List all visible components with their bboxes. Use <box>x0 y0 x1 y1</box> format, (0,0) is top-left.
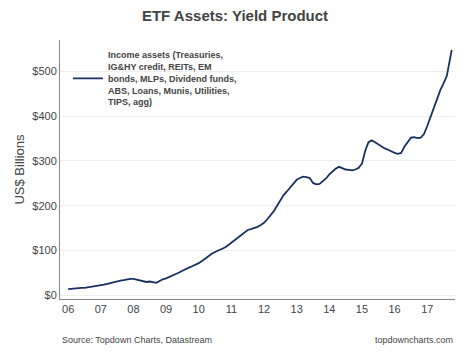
svg-text:15: 15 <box>356 303 368 315</box>
svg-text:Income assets (Treasuries,IG&H: Income assets (Treasuries,IG&HY credit, … <box>108 50 237 107</box>
svg-text:14: 14 <box>323 303 335 315</box>
svg-text:$300: $300 <box>32 155 56 167</box>
svg-text:$500: $500 <box>32 65 56 77</box>
svg-text:09: 09 <box>160 303 172 315</box>
svg-text:07: 07 <box>95 303 107 315</box>
svg-text:10: 10 <box>193 303 205 315</box>
svg-text:$0: $0 <box>45 289 57 301</box>
svg-text:topdowncharts.com: topdowncharts.com <box>375 335 453 345</box>
svg-text:$200: $200 <box>32 200 56 212</box>
svg-text:Source: Topdown Charts, Datast: Source: Topdown Charts, Datastream <box>62 335 212 345</box>
svg-text:17: 17 <box>421 303 433 315</box>
svg-text:11: 11 <box>226 303 237 315</box>
svg-text:$100: $100 <box>32 244 56 256</box>
svg-text:ETF Assets: Yield Product: ETF Assets: Yield Product <box>142 7 328 24</box>
svg-text:16: 16 <box>388 303 400 315</box>
svg-text:$400: $400 <box>32 110 56 122</box>
svg-text:12: 12 <box>258 303 270 315</box>
svg-text:US$ Billions: US$ Billions <box>12 134 27 205</box>
svg-text:08: 08 <box>127 303 139 315</box>
svg-text:13: 13 <box>291 303 303 315</box>
svg-text:06: 06 <box>62 303 74 315</box>
